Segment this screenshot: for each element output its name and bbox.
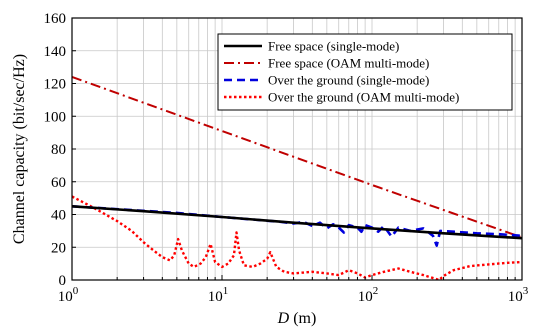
x-tick-label: 101 [208,285,229,305]
legend-label: Free space (single-mode) [268,39,399,54]
x-axis-label: D (m) [277,310,317,327]
y-tick-label: 20 [51,240,66,256]
x-tick-base: 10 [58,289,73,305]
x-tick-base: 10 [358,289,373,305]
x-axis-label-symbol: D [277,310,290,327]
x-tick-exponent: 0 [73,285,79,297]
y-tick-label: 60 [51,175,66,191]
x-tick-base: 10 [508,289,523,305]
x-tick-label: 102 [358,285,379,305]
x-tick-label: 103 [508,285,529,305]
legend-label: Over the ground (OAM multi-mode) [268,90,459,105]
x-tick-label: 100 [58,285,79,305]
x-tick-exponent: 1 [223,285,229,297]
y-tick-label: 140 [44,44,67,60]
y-tick-label: 100 [44,109,67,125]
legend: Free space (single-mode) Free space (OAM … [217,33,513,111]
y-axis-label: Channel capacity (bit/sec/Hz) [11,54,28,244]
x-tick-exponent: 3 [523,285,529,297]
series-line-1 [72,205,522,240]
x-axis-label-unit: (m) [289,310,316,327]
x-tick-base: 10 [208,289,223,305]
y-tick-label: 0 [59,273,67,289]
legend-label: Over the ground (single-mode) [268,73,429,88]
legend-label: Free space (OAM multi-mode) [268,56,429,71]
y-tick-label: 120 [44,77,67,93]
legend-box [217,33,513,111]
y-tick-label: 160 [44,11,67,27]
series-line-4 [72,195,522,280]
x-tick-exponent: 2 [373,285,379,297]
series-lines [72,75,522,280]
y-tick-label: 80 [51,142,66,158]
series-line-3 [72,205,522,247]
y-tick-label: 40 [51,208,66,224]
